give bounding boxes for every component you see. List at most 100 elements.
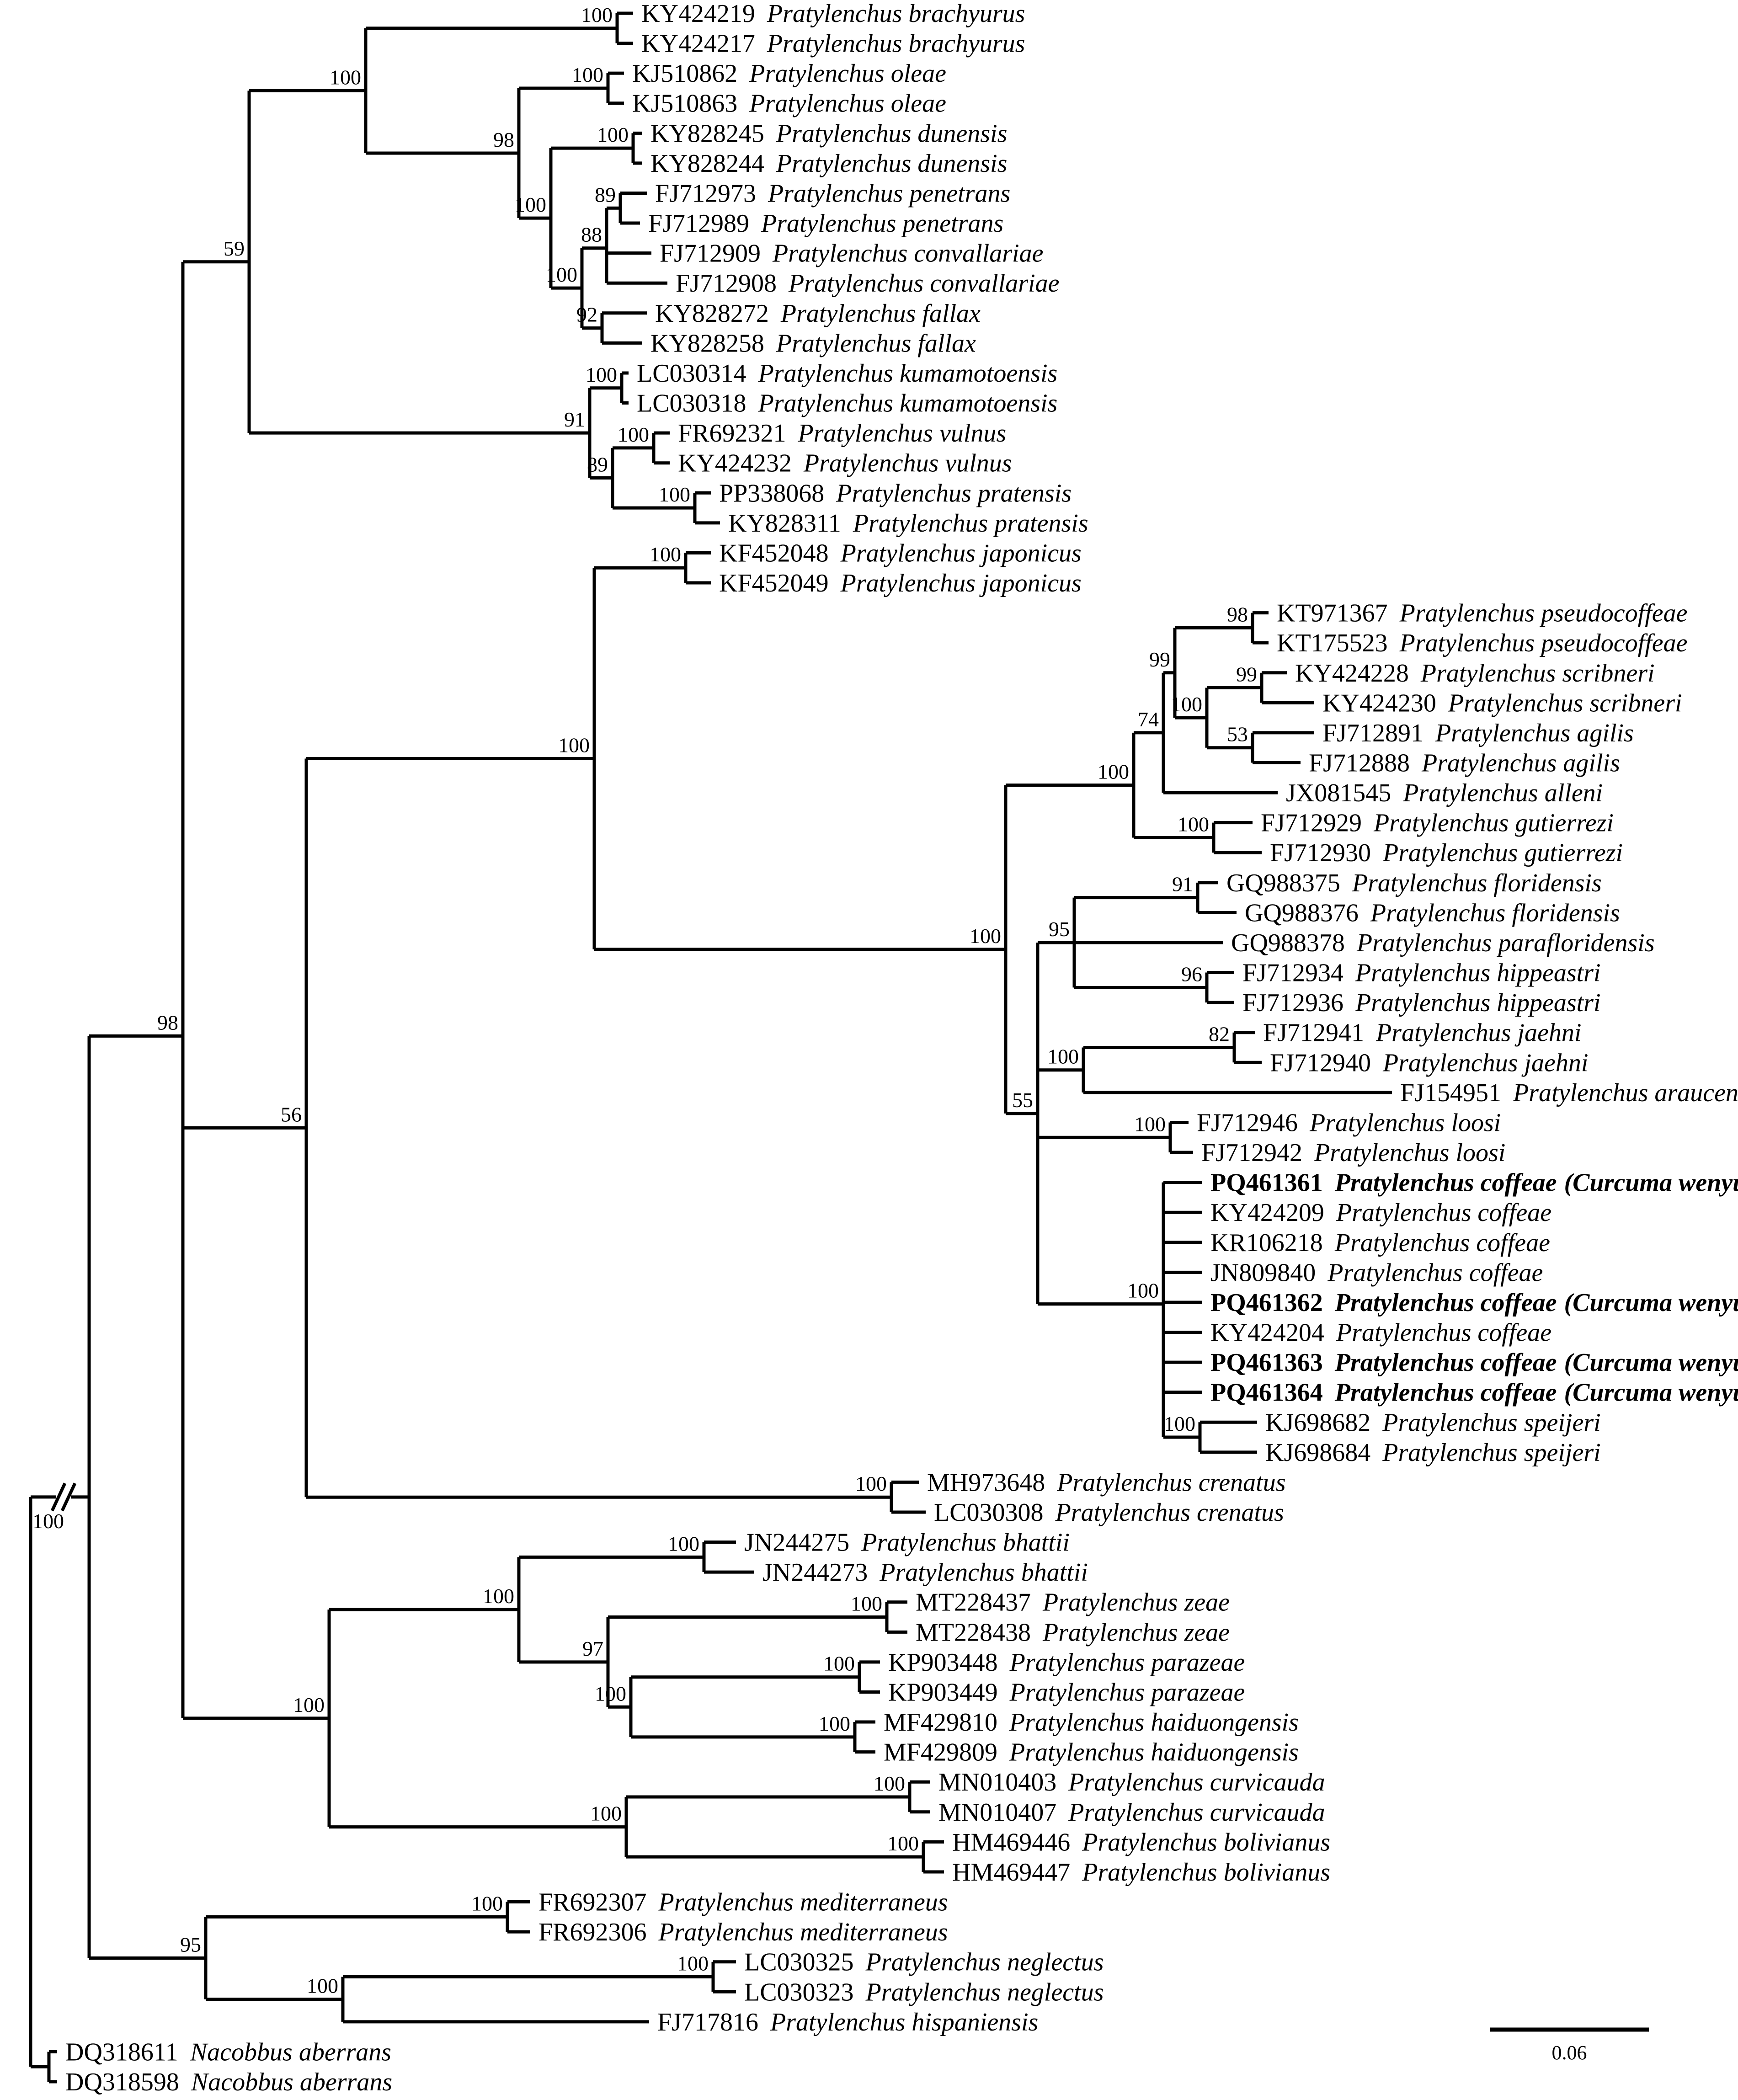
bootstrap-label-bolivianus-pair: 100 xyxy=(887,1832,919,1855)
bootstrap-label-clade-55: 55 xyxy=(1012,1088,1033,1112)
taxon-label-LC030318: LC030318 Pratylenchus kumamotoensis xyxy=(637,389,1057,418)
taxon-label-FR692321: FR692321 Pratylenchus vulnus xyxy=(678,419,1006,448)
bootstrap-label-coffeae-speijeri-polytomy: 100 xyxy=(1127,1279,1159,1302)
taxon-label-FJ717816: FJ717816 Pratylenchus hispaniensis xyxy=(657,2008,1038,2036)
taxon-label-KP903449: KP903449 Pratylenchus parazeae xyxy=(888,1678,1245,1706)
taxon-label-KY424204: KY424204 Pratylenchus coffeae xyxy=(1210,1319,1551,1347)
taxon-label-PP338068: PP338068 Pratylenchus pratensis xyxy=(719,479,1072,507)
bootstrap-label-clade-99: 99 xyxy=(1149,648,1170,671)
taxon-label-FJ712909: FJ712909 Pratylenchus convallariae xyxy=(660,240,1043,268)
taxon-label-KJ698684: KJ698684 Pratylenchus speijeri xyxy=(1265,1439,1601,1467)
bootstrap-label-loosi-pair: 100 xyxy=(1134,1112,1166,1135)
taxon-label-FJ712891: FJ712891 Pratylenchus agilis xyxy=(1322,719,1634,747)
bootstrap-label-haiduongensis-pair: 100 xyxy=(819,1712,850,1735)
taxon-label-PQ461361: PQ461361 Pratylenchus coffeae (Curcuma wen… xyxy=(1210,1169,1738,1197)
taxon-label-MT228438: MT228438 Pratylenchus zeae xyxy=(916,1618,1230,1647)
taxon-label-JN244275: JN244275 Pratylenchus bhattii xyxy=(744,1529,1070,1557)
bootstrap-label-clade-89-b: 89 xyxy=(587,453,608,476)
taxon-label-KF452049: KF452049 Pratylenchus japonicus xyxy=(719,569,1082,597)
taxon-label-JX081545: JX081545 Pratylenchus alleni xyxy=(1286,779,1603,807)
bootstrap-label-clade-100-p: 100 xyxy=(1098,760,1129,784)
bootstrap-label-clade-98: 98 xyxy=(157,1011,178,1034)
taxon-label-FJ712946: FJ712946 Pratylenchus loosi xyxy=(1197,1109,1501,1137)
bootstrap-label-pseudocoffeae-pair: 98 xyxy=(1227,602,1248,626)
taxon-label-FJ712942: FJ712942 Pratylenchus loosi xyxy=(1201,1139,1505,1167)
taxon-label-KY828244: KY828244 Pratylenchus dunensis xyxy=(650,149,1007,178)
bootstrap-label-clade-95: 95 xyxy=(180,1933,201,1956)
bootstrap-label-clade-100-j: 100 xyxy=(558,734,590,757)
taxon-label-KT175523: KT175523 Pratylenchus pseudocoffeae xyxy=(1277,629,1687,657)
taxon-label-KY424219: KY424219 Pratylenchus brachyurus xyxy=(641,0,1025,28)
bootstrap-label-vulnus-pair: 100 xyxy=(618,423,649,446)
bootstrap-label-hippeastri-pair: 96 xyxy=(1181,962,1202,986)
bootstrap-label-bhattii-pair: 100 xyxy=(668,1532,699,1555)
bootstrap-label-crenatus-pair: 100 xyxy=(855,1472,887,1495)
scale-bar-label: 0.06 xyxy=(1552,2041,1587,2064)
bootstrap-label-oleae-pair: 100 xyxy=(572,63,603,86)
bootstrap-label-kumamotoensis-pair: 100 xyxy=(586,363,617,386)
taxon-label-KF452048: KF452048 Pratylenchus japonicus xyxy=(719,539,1082,567)
taxon-label-KY424232: KY424232 Pratylenchus vulnus xyxy=(678,449,1012,478)
bootstrap-label-scribneri-pair: 99 xyxy=(1236,663,1257,686)
bootstrap-label-penetrans-pair: 89 xyxy=(595,183,616,206)
taxon-label-MN010403: MN010403 Pratylenchus curvicauda xyxy=(938,1768,1325,1796)
bootstrap-label-penetrans-convallariae-polytomy: 88 xyxy=(581,223,602,246)
taxon-label-KJ698682: KJ698682 Pratylenchus speijeri xyxy=(1265,1408,1601,1437)
taxon-label-JN244273: JN244273 Pratylenchus bhattii xyxy=(762,1558,1088,1587)
taxon-label-KY424230: KY424230 Pratylenchus scribneri xyxy=(1322,689,1682,717)
scale-bar: 0.06 xyxy=(1490,2027,1649,2064)
tree-edges xyxy=(29,11,1392,2084)
taxon-label-PQ461363: PQ461363 Pratylenchus coffeae (Curcuma wen… xyxy=(1210,1348,1738,1377)
bootstrap-label-clade-97: 97 xyxy=(582,1637,603,1660)
taxon-label-FJ712929: FJ712929 Pratylenchus gutierrezi xyxy=(1261,809,1614,837)
taxon-label-MF429809: MF429809 Pratylenchus haiduongensis xyxy=(884,1738,1299,1767)
branch-break-slash xyxy=(50,1482,67,1512)
bootstrap-label-clade-100-r: 100 xyxy=(970,924,1001,948)
bootstrap-label-jaehni-pair: 82 xyxy=(1209,1023,1230,1046)
taxon-label-FR692307: FR692307 Pratylenchus mediterraneus xyxy=(538,1888,948,1917)
taxon-label-FJ712936: FJ712936 Pratylenchus hippeastri xyxy=(1242,989,1601,1017)
taxon-label-FJ712989: FJ712989 Pratylenchus penetrans xyxy=(648,209,1003,238)
bootstrap-label-fallax-pair: 92 xyxy=(576,303,597,326)
bootstrap-label-clade-z1-100: 100 xyxy=(483,1584,514,1608)
taxon-label-FJ712908: FJ712908 Pratylenchus convallariae xyxy=(676,269,1059,298)
taxon-label-JN809840: JN809840 Pratylenchus coffeae xyxy=(1210,1258,1543,1287)
bootstrap-label-pratylenchus-clade: 100 xyxy=(32,1509,64,1533)
taxon-label-KY828258: KY828258 Pratylenchus fallax xyxy=(650,329,976,357)
bootstrap-label-clade-100-n: 100 xyxy=(307,1974,338,1998)
taxon-label-FJ712940: FJ712940 Pratylenchus jaehni xyxy=(1270,1049,1588,1077)
taxon-label-FJ712930: FJ712930 Pratylenchus gutierrezi xyxy=(1270,839,1623,867)
taxon-label-GQ988376: GQ988376 Pratylenchus floridensis xyxy=(1245,899,1620,927)
tree-branch-paths xyxy=(29,11,1392,2084)
bootstrap-label-floridensis-pair: 91 xyxy=(1172,873,1193,896)
branch-break-slash xyxy=(60,1482,77,1512)
taxon-label-FJ712973: FJ712973 Pratylenchus penetrans xyxy=(655,179,1010,208)
taxon-label-DQ318611: DQ318611 Nacobbus aberrans xyxy=(65,2038,391,2066)
taxon-label-FR692306: FR692306 Pratylenchus mediterraneus xyxy=(538,1918,948,1946)
bootstrap-label-clade-100-d: 100 xyxy=(546,263,577,286)
taxon-label-MH973648: MH973648 Pratylenchus crenatus xyxy=(927,1468,1286,1497)
bootstrap-label-clade-74: 74 xyxy=(1138,708,1159,731)
taxon-label-HM469447: HM469447 Pratylenchus bolivianus xyxy=(952,1858,1330,1887)
bootstrap-label-agilis-pair: 53 xyxy=(1227,723,1248,746)
taxon-label-KY828311: KY828311 Pratylenchus pratensis xyxy=(728,509,1088,538)
taxon-label-KY424228: KY424228 Pratylenchus scribneri xyxy=(1295,659,1655,688)
taxon-label-MF429810: MF429810 Pratylenchus haiduongensis xyxy=(884,1708,1299,1737)
taxon-label-PQ461362: PQ461362 Pratylenchus coffeae (Curcuma wen… xyxy=(1210,1289,1738,1317)
taxon-label-KP903448: KP903448 Pratylenchus parazeae xyxy=(888,1648,1245,1677)
bootstrap-label-clade-56: 56 xyxy=(281,1103,302,1126)
taxon-label-PQ461364: PQ461364 Pratylenchus coffeae (Curcuma wen… xyxy=(1210,1379,1738,1407)
taxon-label-LC030325: LC030325 Pratylenchus neglectus xyxy=(744,1948,1104,1977)
bootstrap-label-mediterraneus-pair: 100 xyxy=(471,1892,503,1915)
bootstrap-label-zeae-pair: 100 xyxy=(851,1592,882,1615)
taxon-label-LC030314: LC030314 Pratylenchus kumamotoensis xyxy=(637,359,1057,388)
taxon-label-KY828272: KY828272 Pratylenchus fallax xyxy=(655,299,981,328)
taxon-label-HM469446: HM469446 Pratylenchus bolivianus xyxy=(952,1828,1330,1856)
bootstrap-label-speijeri-pair: 100 xyxy=(1164,1412,1195,1435)
bootstrap-label-neglectus-pair: 100 xyxy=(677,1951,709,1975)
taxon-label-KR106218: KR106218 Pratylenchus coffeae xyxy=(1210,1229,1550,1257)
taxon-label-DQ318598: DQ318598 Nacobbus aberrans xyxy=(65,2068,392,2096)
